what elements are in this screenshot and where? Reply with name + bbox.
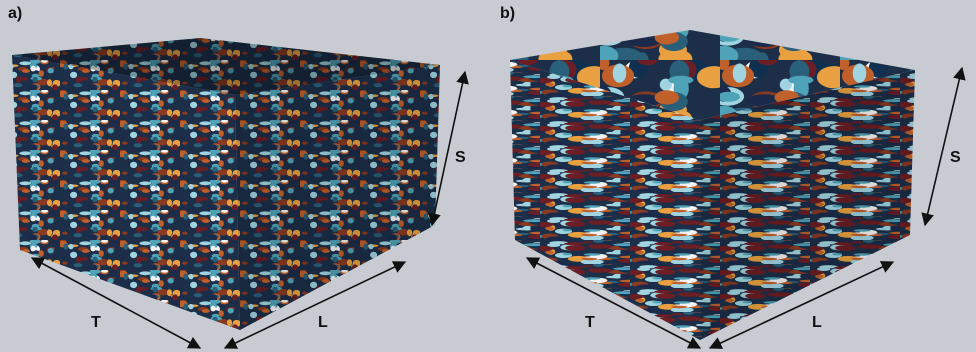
panel-label: a) — [8, 5, 22, 22]
axis-label: L — [812, 314, 822, 331]
axis-label: S — [950, 149, 961, 166]
axis-label: L — [318, 314, 328, 331]
figure: a) T L S b) T L S — [0, 0, 976, 352]
axis-label: T — [91, 314, 101, 331]
axis-label: S — [455, 149, 466, 166]
axis-label: T — [585, 314, 595, 331]
panel-label: b) — [500, 5, 515, 22]
